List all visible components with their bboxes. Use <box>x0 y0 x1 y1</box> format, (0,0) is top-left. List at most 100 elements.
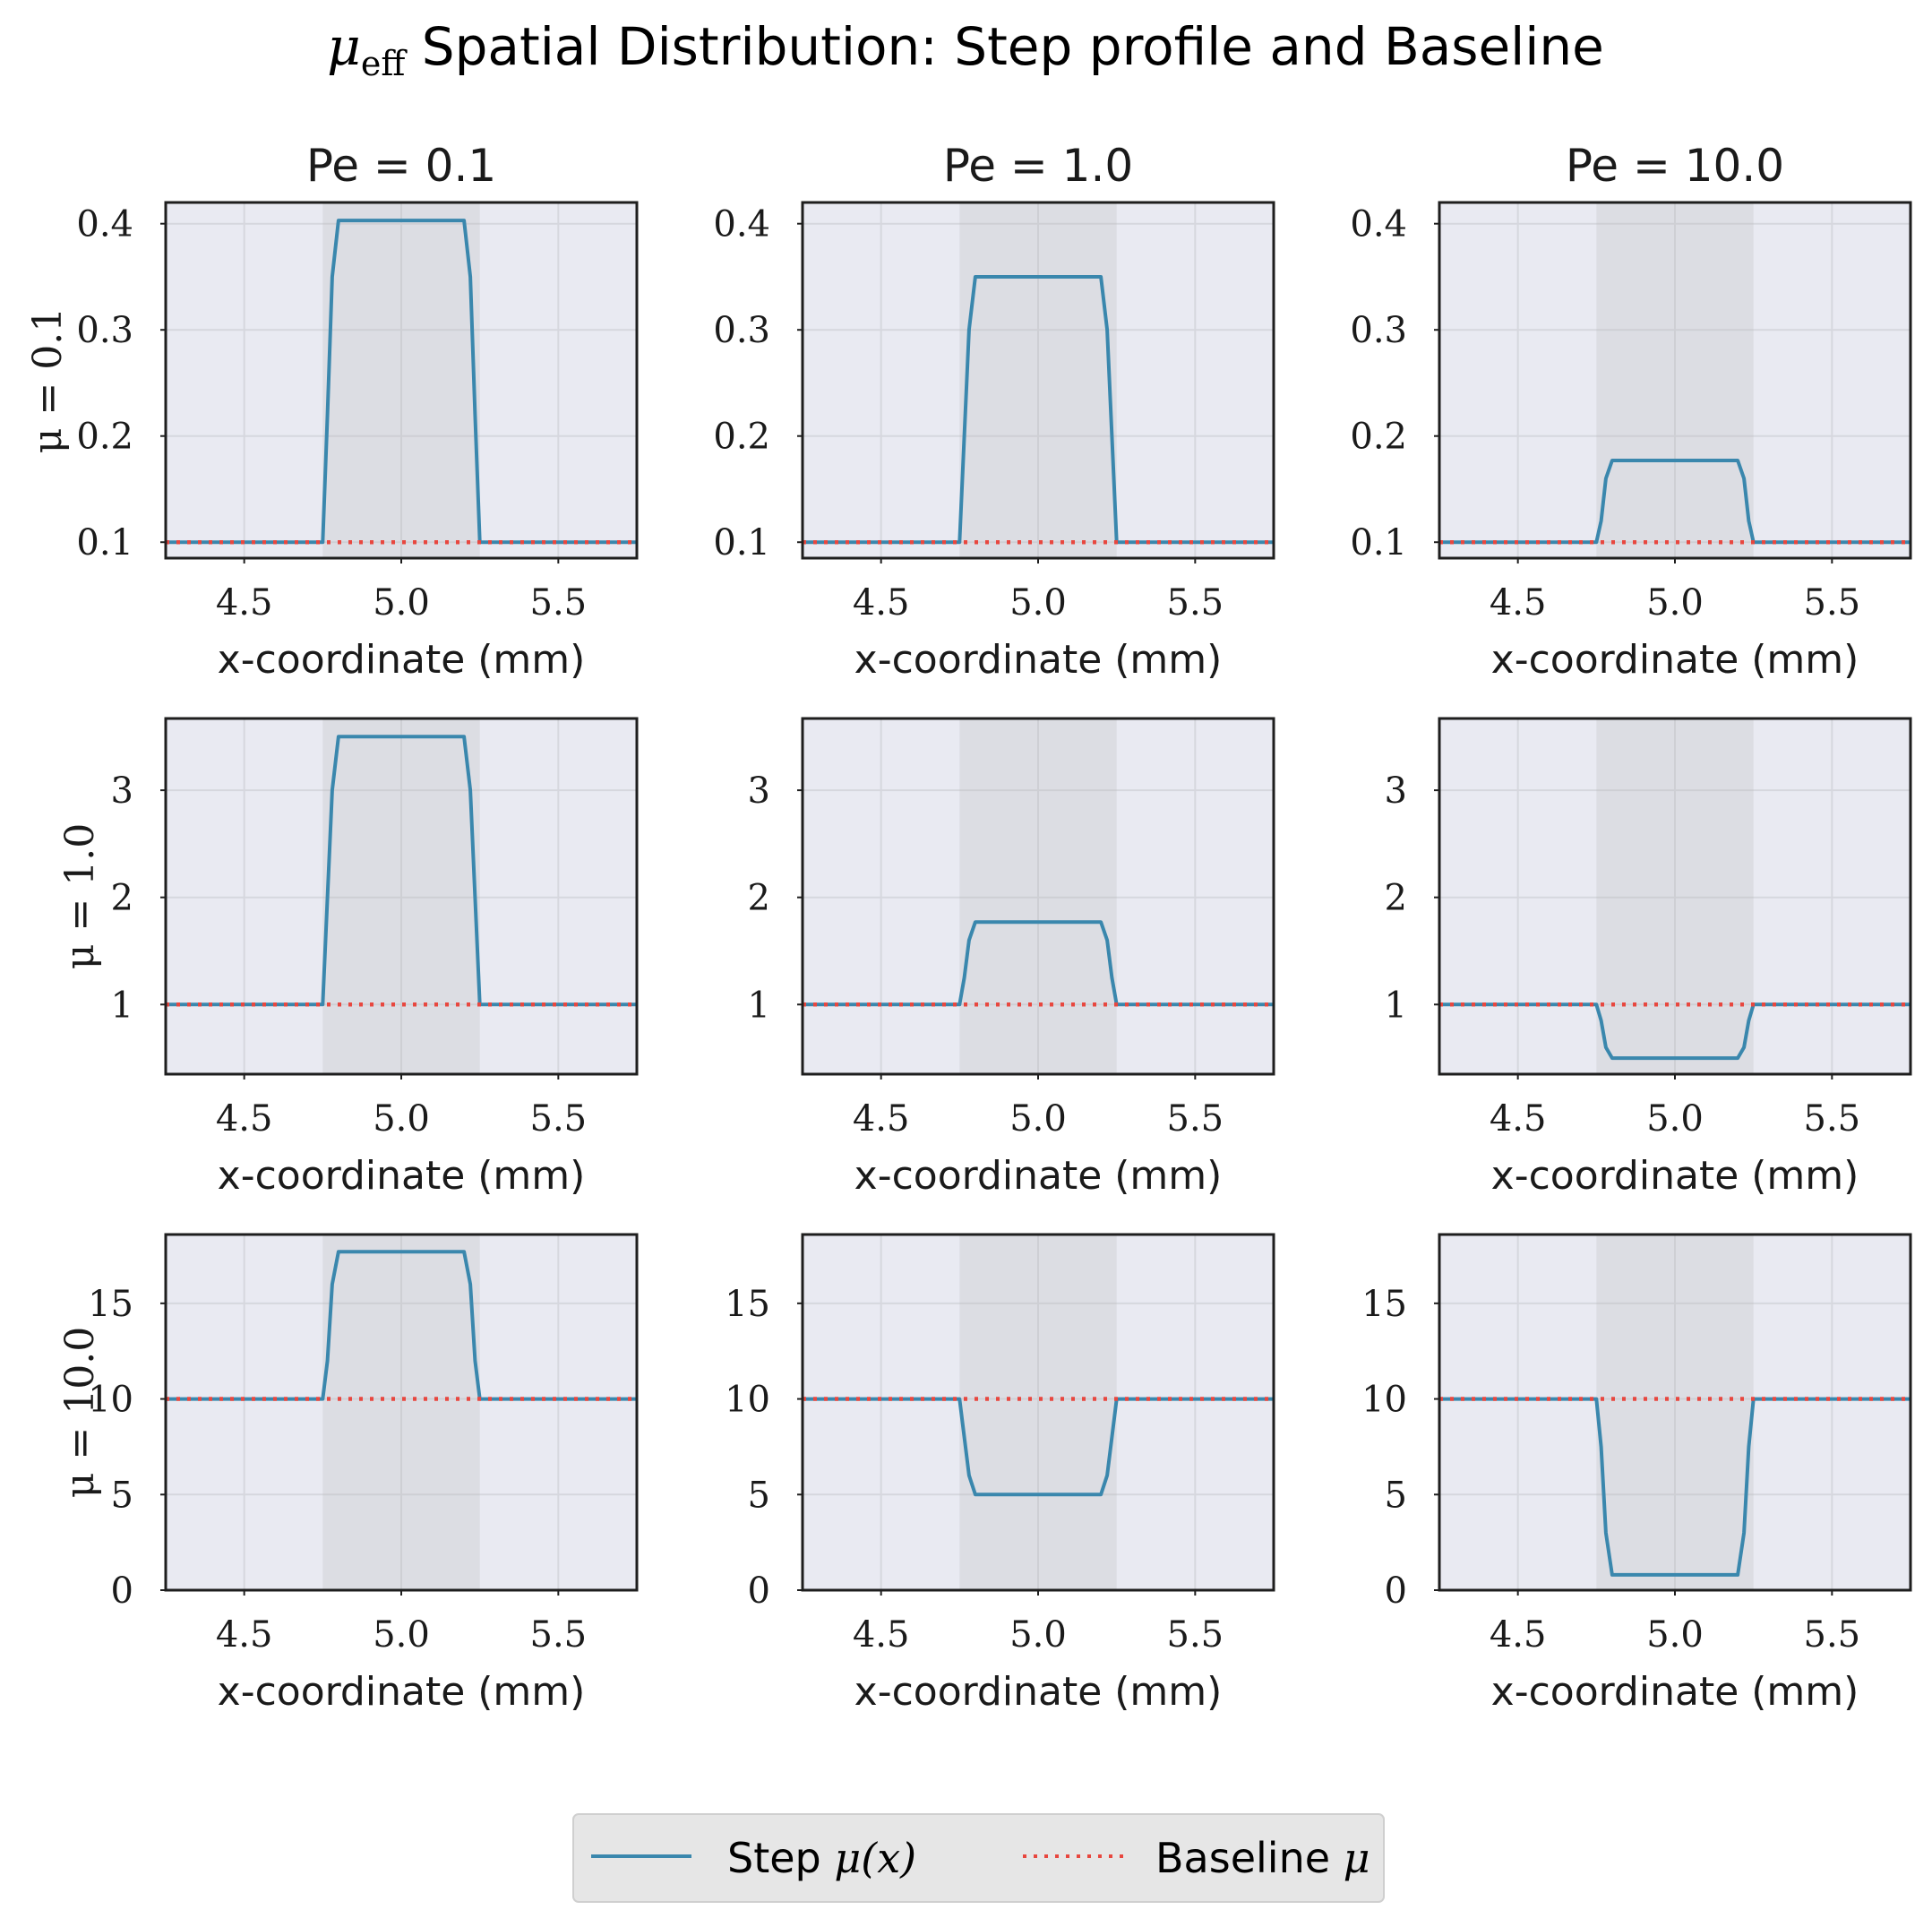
panel-r1-c3: 4.5 5.0 5.5 x-coordinate (mm) 0.1 0.2 0.3 0.4 Pe… <box>1350 140 1912 683</box>
y-tick-label: 10 <box>725 1380 770 1421</box>
title-text: Spatial Distribution: Step profile and B… <box>405 16 1604 77</box>
y-tick-label: 0 <box>1385 1570 1407 1612</box>
column-title: Pe = 1.0 <box>943 140 1133 192</box>
y-tick-label: 3 <box>748 770 770 812</box>
panel-r3-c2: 4.5 5.0 5.5 x-coordinate (mm) 0 5 10 15 <box>725 1233 1275 1715</box>
y-tick-label: 0.4 <box>713 204 770 245</box>
plot-area <box>166 202 637 558</box>
figure-title: μeff Spatial Distribution: Step profile … <box>327 16 1604 83</box>
y-tick-label: 15 <box>725 1284 770 1325</box>
x-tick-label: 4.5 <box>1490 582 1547 624</box>
panel-grid: 4.5 5.0 5.5 x-coordinate (mm) 0.1 0.2 0.3 0.4 Pe… <box>25 140 1912 1715</box>
x-tick-label: 5.5 <box>1804 1614 1861 1656</box>
x-tick-label: 5.5 <box>1804 582 1861 624</box>
column-title: Pe = 10.0 <box>1566 140 1784 192</box>
x-tick-label: 5.5 <box>530 1614 588 1656</box>
x-axis-label: x-coordinate (mm) <box>1491 1669 1859 1715</box>
legend-frame <box>572 1813 1385 1903</box>
shaded-region <box>1596 202 1754 558</box>
legend-baseline-math: μ <box>1344 1834 1370 1882</box>
row-label: μ = 0.1 <box>25 307 71 453</box>
plot-area <box>166 1234 637 1590</box>
shaded-region <box>959 1234 1117 1590</box>
x-axis-label: x-coordinate (mm) <box>854 637 1223 683</box>
x-tick-label: 5.0 <box>373 1098 430 1140</box>
y-tick-label: 3 <box>1385 770 1407 812</box>
x-tick-label: 4.5 <box>216 582 273 624</box>
y-tick-label: 15 <box>1361 1284 1407 1325</box>
panel-r3-c3: 4.5 5.0 5.5 x-coordinate (mm) 0 5 10 15 <box>1361 1233 1912 1715</box>
x-tick-label: 4.5 <box>1490 1098 1547 1140</box>
y-tick-label: 0.2 <box>1350 417 1407 458</box>
shaded-region <box>959 718 1117 1074</box>
y-tick-label: 5 <box>111 1475 133 1516</box>
y-tick-label: 0.3 <box>713 310 770 351</box>
y-tick-label: 0.3 <box>76 310 133 351</box>
x-tick-label: 4.5 <box>1490 1614 1547 1656</box>
x-tick-label: 4.5 <box>853 582 910 624</box>
panel-r1-c1: 4.5 5.0 5.5 x-coordinate (mm) 0.1 0.2 0.3 0.4 Pe… <box>25 140 639 683</box>
step-profile-line <box>1439 1397 1911 1577</box>
shaded-region <box>322 1234 480 1590</box>
plot-area <box>1439 1234 1911 1590</box>
x-axis-label: x-coordinate (mm) <box>218 1153 586 1199</box>
y-tick-label: 0.3 <box>1350 310 1407 351</box>
step-profile-line <box>1439 459 1911 545</box>
legend-step-label: Step μ(x) <box>727 1834 916 1882</box>
y-tick-label: 15 <box>88 1284 133 1325</box>
plot-area <box>803 718 1274 1074</box>
step-profile-line <box>166 735 637 1007</box>
x-tick-label: 5.0 <box>1646 582 1704 624</box>
y-tick-label: 2 <box>748 878 770 919</box>
y-tick-label: 2 <box>1385 878 1407 919</box>
legend-baseline-text: Baseline <box>1155 1834 1344 1882</box>
y-tick-label: 0 <box>748 1570 770 1612</box>
plot-area <box>166 718 637 1074</box>
x-axis-label: x-coordinate (mm) <box>854 1153 1223 1199</box>
shaded-region <box>1596 1234 1754 1590</box>
legend-baseline-label: Baseline μ <box>1155 1834 1370 1882</box>
shaded-region <box>959 202 1117 558</box>
x-tick-label: 5.5 <box>1804 1098 1861 1140</box>
y-tick-label: 0.1 <box>713 522 770 563</box>
y-tick-label: 0.4 <box>76 204 133 245</box>
x-axis-label: x-coordinate (mm) <box>1491 637 1859 683</box>
step-profile-line <box>803 920 1274 1007</box>
plot-area <box>1439 202 1911 558</box>
x-tick-label: 5.5 <box>530 1098 588 1140</box>
panel-r2-c1: 4.5 5.0 5.5 x-coordinate (mm) 1 2 3μ = 1.0 <box>57 717 639 1199</box>
panel-r1-c2: 4.5 5.0 5.5 x-coordinate (mm) 0.1 0.2 0.3 0.4 Pe… <box>713 140 1275 683</box>
y-tick-label: 10 <box>1361 1380 1407 1421</box>
y-tick-label: 3 <box>111 770 133 812</box>
row-label: μ = 1.0 <box>57 823 103 969</box>
shaded-region <box>322 718 480 1074</box>
x-tick-label: 5.0 <box>1646 1098 1704 1140</box>
step-profile-line <box>166 219 637 545</box>
plot-area <box>803 1234 1274 1590</box>
legend-step-math: μ(x) <box>834 1834 916 1882</box>
y-tick-label: 0.1 <box>76 522 133 563</box>
step-profile-line <box>1439 1002 1911 1061</box>
legend: Step μ(x) Baseline μ <box>572 1813 1385 1903</box>
title-symbol: μ <box>327 16 361 77</box>
y-tick-label: 0.4 <box>1350 204 1407 245</box>
x-tick-label: 5.0 <box>1009 1098 1067 1140</box>
legend-step-text: Step <box>727 1834 834 1882</box>
x-tick-label: 5.0 <box>373 582 430 624</box>
x-tick-label: 5.0 <box>1009 582 1067 624</box>
x-tick-label: 5.5 <box>1167 1098 1224 1140</box>
step-profile-line <box>166 1250 637 1401</box>
panel-r2-c2: 4.5 5.0 5.5 x-coordinate (mm) 1 2 3 <box>748 717 1275 1199</box>
x-tick-label: 5.5 <box>530 582 588 624</box>
row-label: μ = 10.0 <box>57 1327 103 1498</box>
x-tick-label: 5.0 <box>1009 1614 1067 1656</box>
y-tick-label: 1 <box>111 985 133 1026</box>
y-tick-label: 1 <box>748 985 770 1026</box>
y-tick-label: 10 <box>88 1380 133 1421</box>
step-profile-line <box>803 1397 1274 1497</box>
y-tick-label: 5 <box>748 1475 770 1516</box>
y-tick-label: 0 <box>111 1570 133 1612</box>
panel-r3-c1: 4.5 5.0 5.5 x-coordinate (mm) 0 5 10 15μ = 10.0 <box>57 1233 639 1715</box>
shaded-region <box>1596 718 1754 1074</box>
